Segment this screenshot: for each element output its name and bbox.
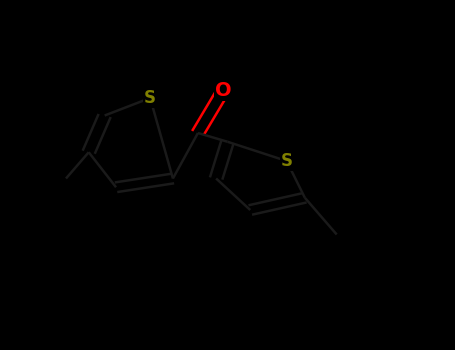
Text: O: O — [215, 82, 231, 100]
Text: S: S — [144, 89, 156, 107]
Text: S: S — [281, 152, 293, 170]
